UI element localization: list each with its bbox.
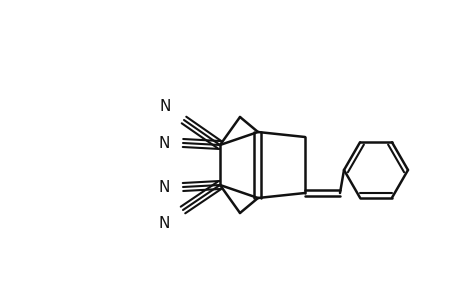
Text: N: N	[158, 217, 169, 232]
Text: N: N	[158, 179, 169, 194]
Text: N: N	[158, 136, 169, 151]
Text: N: N	[159, 98, 170, 113]
